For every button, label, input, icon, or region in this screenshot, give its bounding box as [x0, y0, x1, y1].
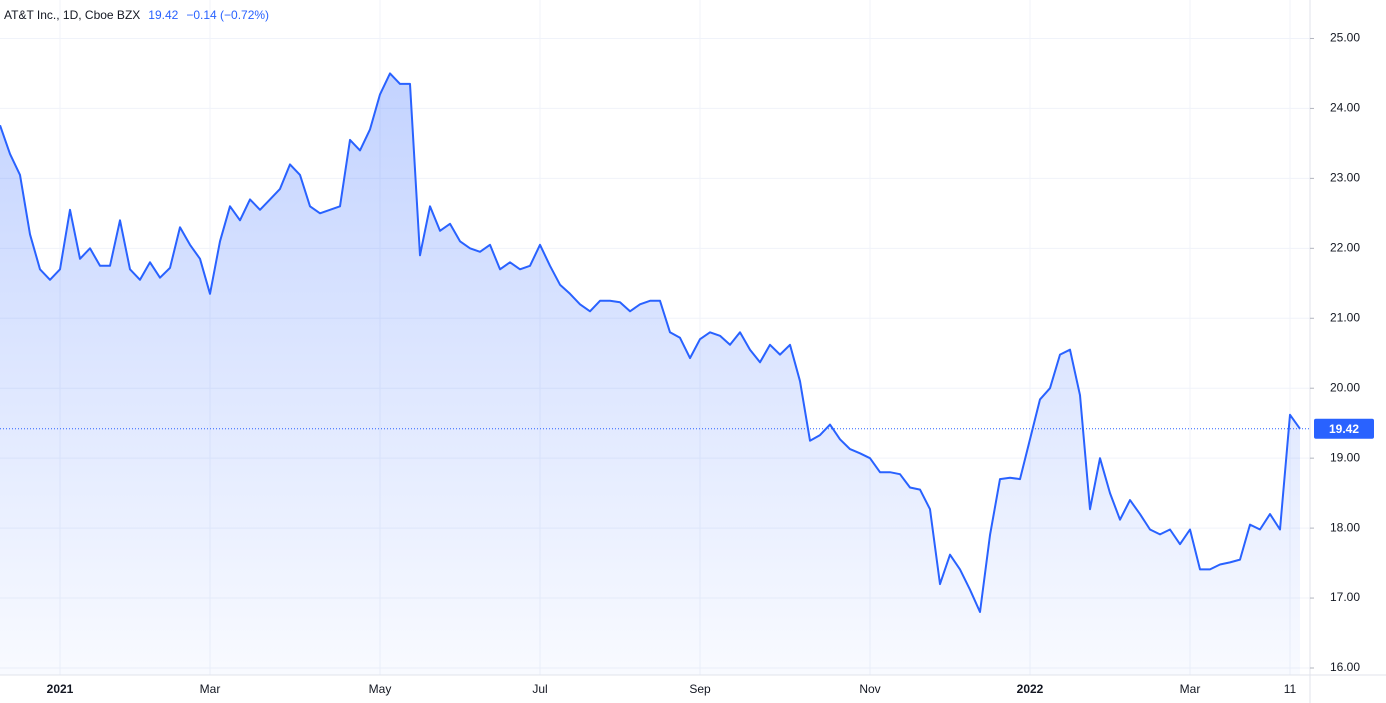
y-tick-label: 16.00: [1330, 660, 1360, 674]
y-tick-label: 19.00: [1330, 450, 1360, 464]
y-tick-label: 24.00: [1330, 101, 1360, 115]
x-tick-label: May: [369, 682, 392, 696]
y-tick-label: 25.00: [1330, 31, 1360, 45]
last-price-box: [1314, 418, 1374, 439]
y-tick-label: 18.00: [1330, 520, 1360, 534]
area: [0, 73, 1300, 675]
x-tick-label: Mar: [1180, 682, 1201, 696]
x-tick-label: Mar: [200, 682, 221, 696]
header-price: 19.42: [148, 8, 178, 22]
plot: [0, 72, 1310, 675]
header-change: −0.14 (−0.72%): [186, 8, 269, 22]
x-tick-label: Jul: [532, 682, 547, 696]
x-tick-label: Nov: [859, 682, 880, 696]
y-tick-label: 22.00: [1330, 240, 1360, 254]
price-line: [0, 72, 1301, 613]
x-tick-label: 2021: [47, 682, 74, 696]
y-tick-label: 20.00: [1330, 380, 1360, 394]
y-tick-label: 23.00: [1330, 171, 1360, 185]
y-tick-label: 17.00: [1330, 590, 1360, 604]
last-price-label: 19.42: [1329, 422, 1359, 436]
x-tick-label: Sep: [689, 682, 711, 696]
y-tick-label: 21.00: [1330, 310, 1360, 324]
axes: 16.00 17.00 18.00 19.00 20.00 21.00 22.00 23.00…: [47, 31, 1374, 696]
x-tick-label: 11: [1284, 682, 1297, 696]
x-tick-label: 2022: [1017, 682, 1044, 696]
chart-title: AT&T Inc., 1D, Cboe BZX: [4, 8, 140, 22]
